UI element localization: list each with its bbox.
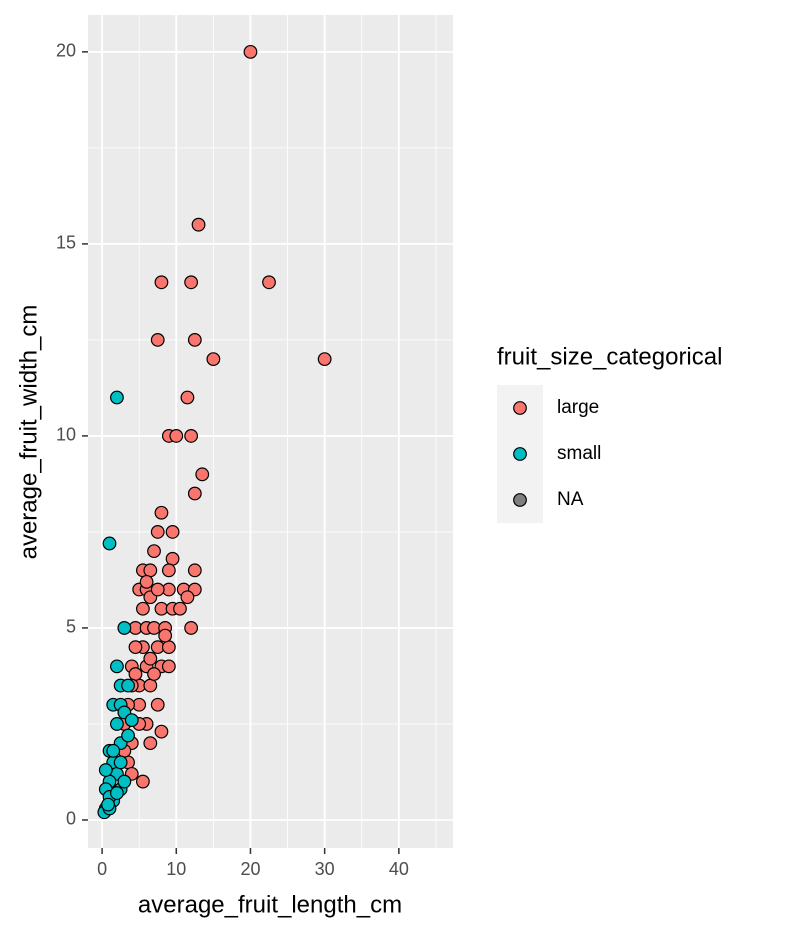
point — [98, 763, 113, 777]
point — [158, 628, 173, 643]
legend-key — [513, 493, 527, 507]
point — [147, 667, 161, 681]
point — [147, 544, 161, 559]
point — [135, 601, 150, 616]
point — [187, 486, 202, 501]
point — [110, 786, 124, 800]
point — [110, 659, 124, 674]
point — [317, 352, 332, 367]
point — [184, 429, 199, 443]
point — [139, 574, 154, 589]
point — [243, 44, 258, 59]
y-tick-label: 5 — [66, 617, 76, 637]
x-tick-label: 0 — [97, 859, 107, 879]
point — [143, 651, 158, 666]
x-axis-title: average_fruit_length_cm — [138, 891, 402, 918]
point — [128, 640, 143, 655]
point — [143, 736, 158, 751]
point — [150, 697, 165, 712]
legend-label: NA — [557, 489, 584, 510]
y-tick-label: 10 — [56, 425, 76, 445]
point — [161, 640, 176, 655]
legend-label: small — [557, 443, 601, 464]
point — [161, 659, 176, 674]
legend-key — [513, 401, 527, 415]
y-tick-label: 20 — [56, 41, 76, 61]
point — [113, 755, 128, 770]
point — [180, 390, 195, 405]
point — [102, 536, 117, 551]
y-tick-label: 15 — [56, 233, 76, 253]
point — [195, 467, 210, 482]
point — [154, 275, 169, 290]
point — [135, 774, 150, 789]
point — [117, 774, 132, 789]
point — [110, 717, 124, 731]
point — [184, 275, 199, 290]
point — [169, 429, 184, 443]
point — [150, 525, 165, 539]
point — [191, 217, 206, 232]
point — [187, 333, 202, 347]
x-tick-label: 40 — [389, 859, 409, 879]
point — [161, 563, 176, 578]
point — [110, 390, 124, 405]
point — [101, 797, 115, 812]
point — [117, 621, 132, 635]
point — [187, 563, 202, 578]
point — [150, 333, 165, 347]
point — [143, 563, 158, 578]
panel — [88, 15, 453, 848]
point — [173, 601, 187, 616]
point — [106, 743, 121, 758]
point — [206, 352, 221, 367]
point — [143, 678, 158, 693]
point — [165, 551, 180, 566]
point — [180, 590, 195, 605]
point — [121, 678, 135, 693]
point — [262, 275, 276, 290]
y-axis-title: average_fruit_width_cm — [15, 305, 42, 560]
legend-label: large — [557, 397, 599, 418]
point — [154, 724, 169, 739]
legend-title: fruit_size_categorical — [497, 343, 722, 370]
point — [150, 582, 165, 597]
point — [184, 621, 199, 635]
point — [124, 713, 139, 728]
legend-key — [513, 447, 527, 461]
x-tick-label: 20 — [240, 859, 260, 879]
point — [165, 525, 180, 539]
point — [121, 728, 135, 743]
x-tick-label: 10 — [166, 859, 186, 879]
y-tick-label: 0 — [66, 809, 76, 829]
x-tick-label: 30 — [315, 859, 335, 879]
point — [154, 505, 169, 520]
point — [128, 667, 143, 681]
